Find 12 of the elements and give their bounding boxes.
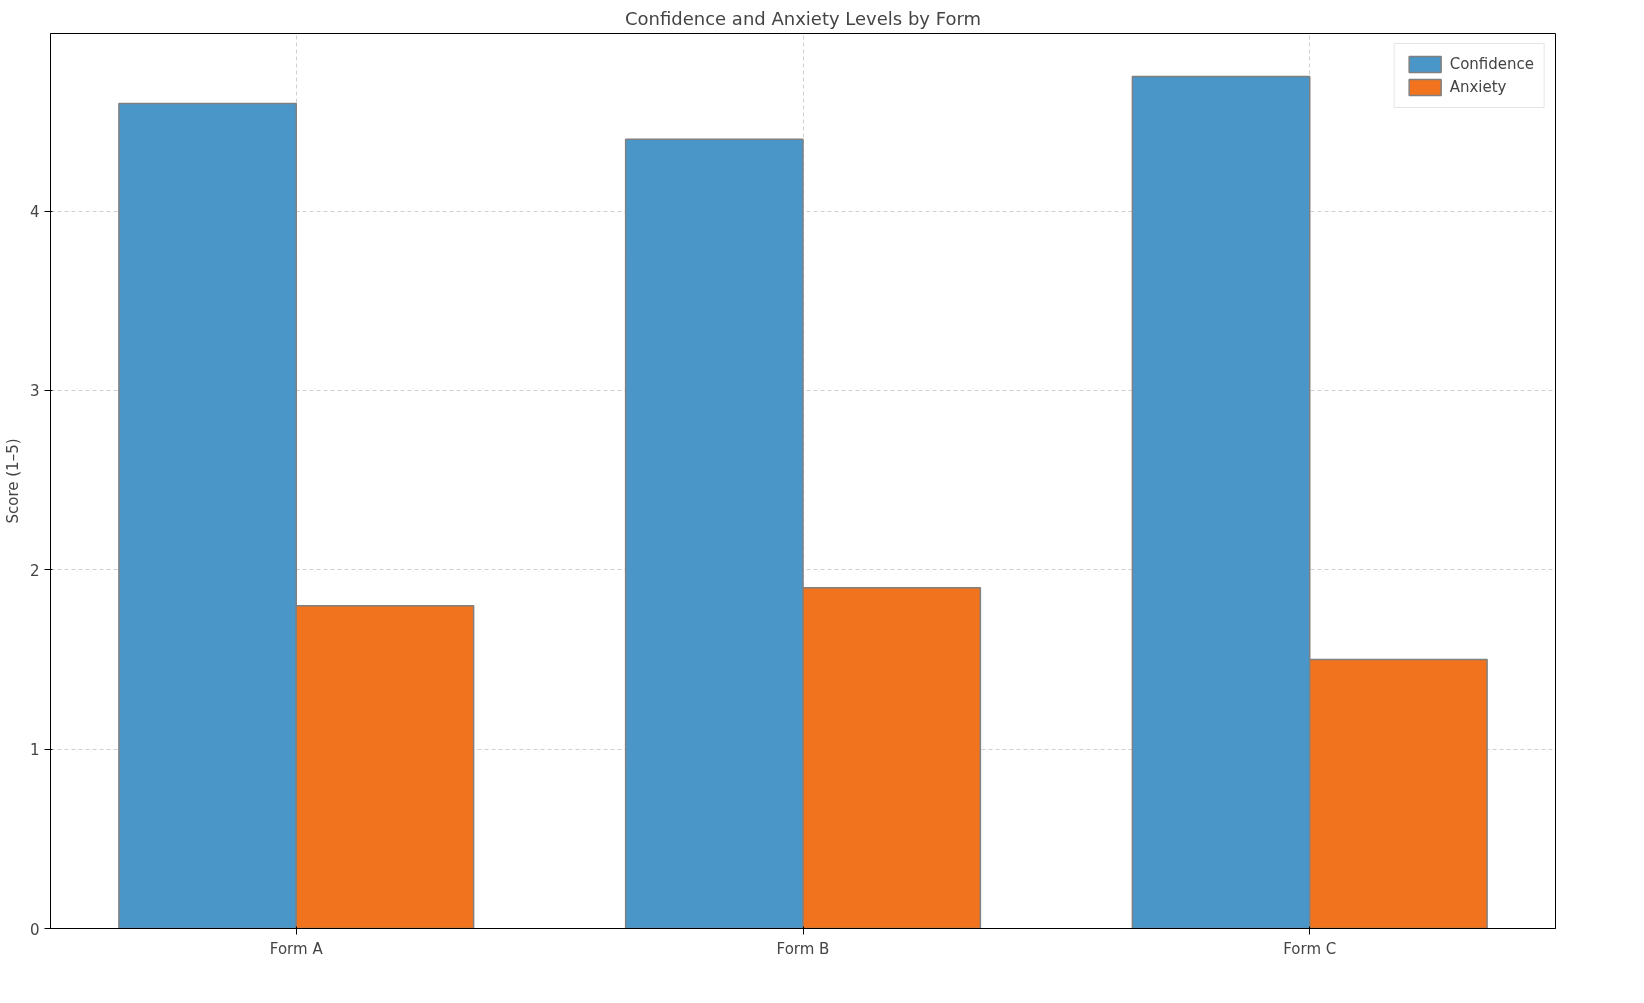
x-tick-label: Form B — [776, 939, 830, 958]
y-tick-label: 1 — [29, 741, 40, 760]
legend-label: Confidence — [1449, 55, 1534, 73]
x-tick-label: Form C — [1283, 939, 1337, 958]
x-tick-label: Form A — [269, 939, 324, 958]
y-tick-label: 4 — [29, 203, 40, 222]
chart-title: Confidence and Anxiety Levels by Form — [624, 7, 982, 29]
y-tick-label: 2 — [29, 561, 40, 580]
legend-label: Anxiety — [1449, 78, 1507, 96]
y-axis-title: Score (1–5) — [3, 438, 22, 524]
y-tick-label: 3 — [29, 382, 40, 401]
y-tick-label: 0 — [29, 920, 40, 939]
